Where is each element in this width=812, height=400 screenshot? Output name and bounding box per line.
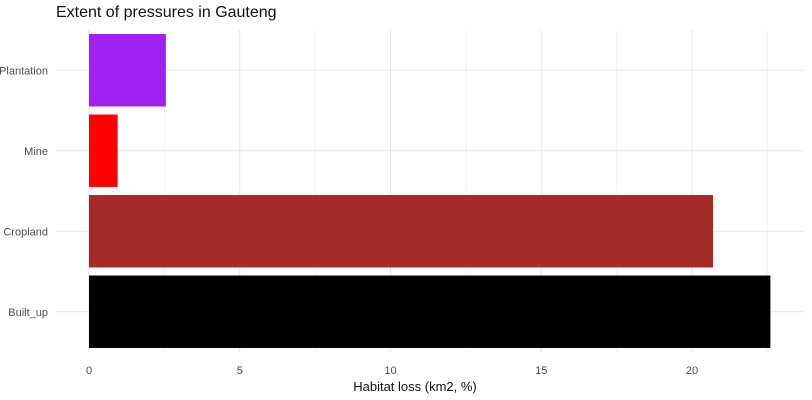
bar-cropland [89,195,714,268]
x-tick-label: 10 [384,365,396,377]
bars [89,34,771,348]
y-axis-ticks: Built_up Cropland Mine Plantation [0,65,48,319]
x-tick-label: 20 [686,365,698,377]
x-tick-label: 15 [535,365,547,377]
bar-plantation [89,34,166,107]
y-tick-label: Built_up [8,307,48,319]
x-tick-label: 5 [237,365,243,377]
bar-built-up [89,275,771,348]
x-axis-title: Habitat loss (km2, %) [353,379,477,394]
chart-title: Extent of pressures in Gauteng [56,4,277,21]
y-tick-label: Cropland [3,226,48,238]
y-tick-label: Plantation [0,65,48,77]
x-tick-label: 0 [86,365,92,377]
bar-mine [89,114,118,187]
y-tick-label: Mine [24,146,48,158]
x-axis-ticks: 0 5 10 15 20 [86,365,698,377]
